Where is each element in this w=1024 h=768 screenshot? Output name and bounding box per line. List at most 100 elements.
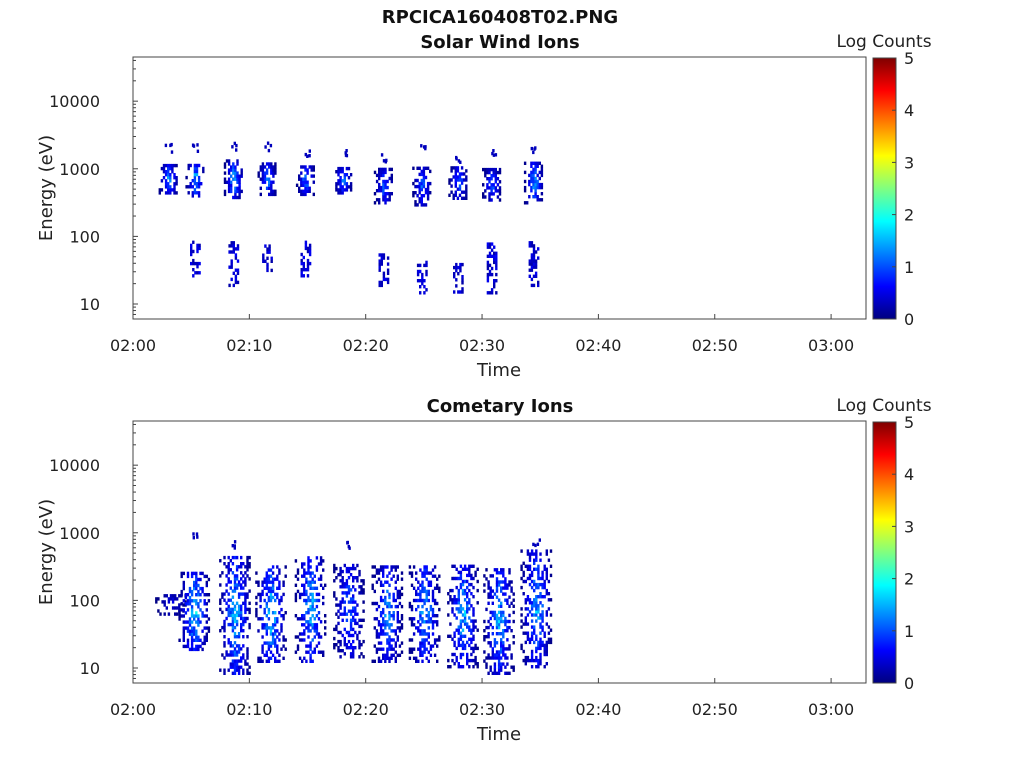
heatmap-cell	[539, 613, 542, 617]
heatmap-cell	[267, 577, 271, 581]
heatmap-cell	[508, 644, 511, 648]
heatmap-cell	[375, 568, 379, 572]
heatmap-cell	[349, 655, 353, 659]
heatmap-cell	[238, 174, 241, 178]
heatmap-cell	[319, 635, 323, 639]
heatmap-cell	[233, 580, 237, 584]
heatmap-cell	[246, 574, 249, 578]
heatmap-cell	[543, 649, 546, 654]
heatmap-cell	[164, 173, 168, 177]
heatmap-cell	[532, 247, 536, 251]
heatmap-cell	[333, 563, 336, 568]
heatmap-cell	[307, 598, 310, 603]
heatmap-cell	[341, 569, 344, 574]
heatmap-cell	[301, 562, 304, 566]
heatmap-cell	[449, 634, 452, 638]
heatmap-cell	[541, 619, 544, 623]
heatmap-cell	[307, 623, 310, 627]
heatmap-cell	[520, 585, 523, 590]
heatmap-cell	[396, 595, 399, 600]
x-tick-label: 02:50	[692, 336, 738, 355]
heatmap-cell	[257, 659, 260, 663]
heatmap-cell	[304, 177, 307, 181]
heatmap-cell	[270, 162, 273, 166]
y-axis-label: Energy (eV)	[36, 135, 57, 241]
heatmap-cell	[235, 577, 239, 581]
heatmap-cell	[343, 591, 346, 595]
heatmap-cell	[524, 631, 527, 635]
heatmap-cell	[203, 614, 206, 618]
heatmap-cell	[194, 271, 197, 275]
heatmap-cell	[534, 167, 537, 172]
heatmap-cell	[198, 271, 201, 275]
heatmap-cell	[504, 629, 507, 633]
heatmap-cell	[456, 178, 460, 182]
heatmap-cell	[278, 583, 281, 587]
heatmap-cell	[463, 579, 467, 584]
heatmap-cell	[302, 255, 305, 260]
heatmap-cell	[417, 586, 420, 590]
heatmap-cell	[504, 647, 507, 651]
heatmap-cell	[184, 596, 188, 600]
heatmap-cell	[167, 600, 171, 604]
heatmap-cell	[192, 261, 195, 266]
heatmap-cell	[506, 629, 509, 633]
heatmap-cell	[193, 166, 197, 171]
heatmap-cell	[322, 568, 325, 572]
heatmap-cell	[497, 671, 501, 675]
heatmap-cell	[358, 630, 361, 635]
heatmap-cell	[354, 621, 357, 626]
heatmap-cell	[324, 626, 327, 630]
heatmap-cell	[532, 250, 536, 254]
heatmap-cell	[400, 623, 404, 627]
heatmap-cell	[493, 613, 497, 618]
heatmap-cell	[233, 586, 237, 590]
heatmap-cell	[388, 571, 391, 575]
heatmap-cell	[373, 589, 376, 594]
heatmap-cell	[234, 168, 237, 172]
heatmap-cell	[307, 607, 310, 612]
heatmap-cell	[459, 655, 463, 660]
heatmap-cell	[498, 170, 502, 175]
heatmap-cell	[339, 566, 342, 571]
heatmap-cell	[246, 650, 249, 654]
heatmap-cell	[455, 157, 458, 161]
heatmap-cell	[459, 290, 462, 294]
heatmap-cell	[335, 612, 338, 616]
heatmap-cell	[540, 173, 544, 178]
heatmap-cell	[182, 638, 185, 642]
heatmap-cell	[488, 254, 492, 258]
heatmap-cell	[270, 192, 273, 197]
heatmap-cell	[282, 644, 285, 648]
heatmap-cell	[233, 544, 236, 548]
heatmap-cell	[433, 638, 437, 642]
heatmap-cell	[386, 277, 390, 282]
heatmap-cell	[182, 644, 185, 649]
heatmap-cell	[205, 574, 208, 579]
heatmap-cell	[421, 589, 424, 594]
heatmap-cell	[349, 624, 353, 629]
heatmap-cell	[269, 580, 273, 584]
heatmap-cell	[495, 571, 499, 575]
heatmap-cell	[235, 665, 239, 669]
heatmap-cell	[494, 170, 497, 175]
heatmap-cell	[392, 598, 395, 603]
heatmap-cell	[192, 258, 195, 263]
heatmap-cell	[349, 633, 353, 638]
heatmap-cell	[261, 165, 265, 169]
heatmap-cell	[486, 183, 489, 187]
heatmap-cell	[524, 579, 527, 584]
heatmap-cell	[352, 563, 355, 568]
heatmap-cell	[491, 595, 494, 599]
heatmap-cell	[282, 592, 285, 597]
heatmap-cell	[417, 580, 420, 584]
heatmap-cell	[427, 611, 430, 615]
heatmap-cell	[377, 635, 381, 639]
heatmap-cell	[373, 601, 376, 606]
heatmap-cell	[171, 606, 175, 610]
heatmap-cell	[532, 179, 535, 184]
heatmap-cell	[487, 656, 490, 660]
heatmap-cell	[380, 259, 383, 263]
heatmap-cell	[485, 665, 488, 669]
y-tick-label: 10000	[49, 92, 100, 111]
